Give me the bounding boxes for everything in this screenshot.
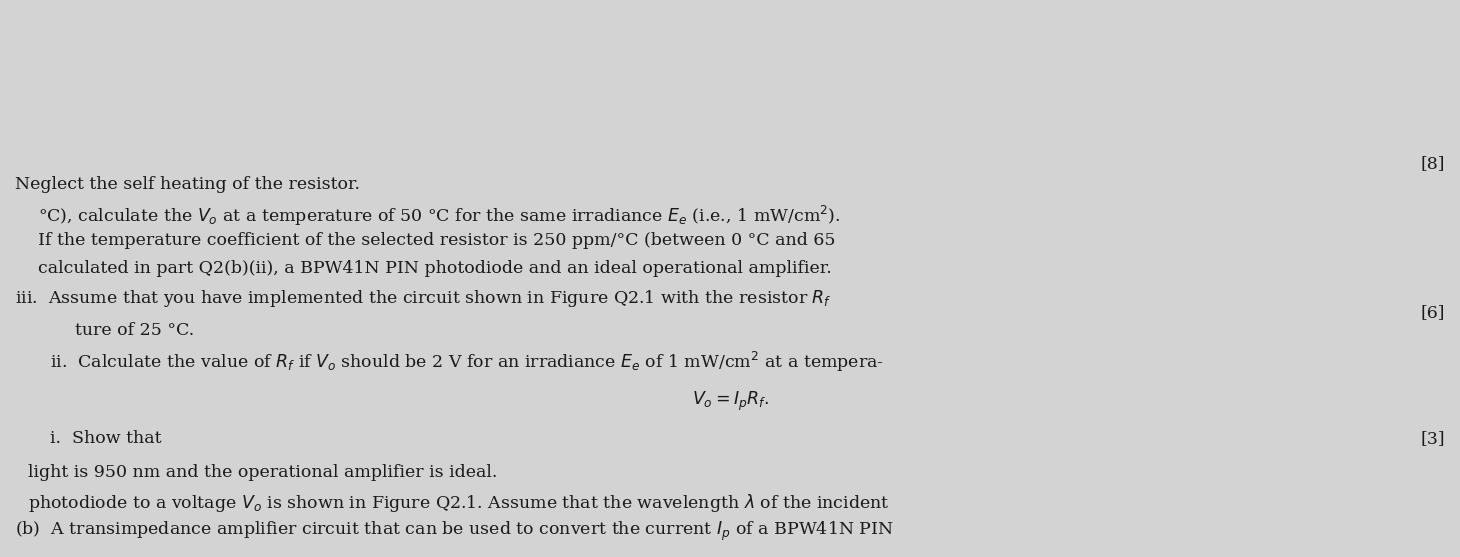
Text: i.  Show that: i. Show that [50, 430, 162, 447]
Text: iii.  Assume that you have implemented the circuit shown in Figure Q2.1 with the: iii. Assume that you have implemented th… [15, 288, 832, 309]
Text: °C), calculate the $V_o$ at a temperature of 50 °C for the same irradiance $E_e$: °C), calculate the $V_o$ at a temperatur… [38, 204, 841, 228]
Text: ii.  Calculate the value of $R_f$ if $V_o$ should be 2 V for an irradiance $E_e$: ii. Calculate the value of $R_f$ if $V_o… [50, 350, 883, 374]
Text: photodiode to a voltage $V_o$ is shown in Figure Q2.1. Assume that the wavelengt: photodiode to a voltage $V_o$ is shown i… [28, 492, 889, 514]
Text: (b)  A transimpedance amplifier circuit that can be used to convert the current : (b) A transimpedance amplifier circuit t… [15, 520, 894, 543]
Text: temperature to 25 °C.: temperature to 25 °C. [0, 556, 194, 557]
Text: [8]: [8] [1421, 155, 1445, 172]
Text: calculated in part Q2(b)(ii), a BPW41N PIN photodiode and an ideal operational a: calculated in part Q2(b)(ii), a BPW41N P… [38, 260, 832, 277]
Text: Neglect the self heating of the resistor.: Neglect the self heating of the resistor… [15, 176, 361, 193]
Text: ture of 25 °C.: ture of 25 °C. [74, 322, 194, 339]
Text: [4]: [4] [1421, 556, 1445, 557]
Text: [6]: [6] [1421, 304, 1445, 321]
Text: light is 950 nm and the operational amplifier is ideal.: light is 950 nm and the operational ampl… [28, 464, 498, 481]
Text: [3]: [3] [1421, 430, 1445, 447]
Text: $V_o = I_p R_f.$: $V_o = I_p R_f.$ [692, 390, 768, 413]
Text: If the temperature coefficient of the selected resistor is 250 ppm/°C (between 0: If the temperature coefficient of the se… [38, 232, 835, 249]
